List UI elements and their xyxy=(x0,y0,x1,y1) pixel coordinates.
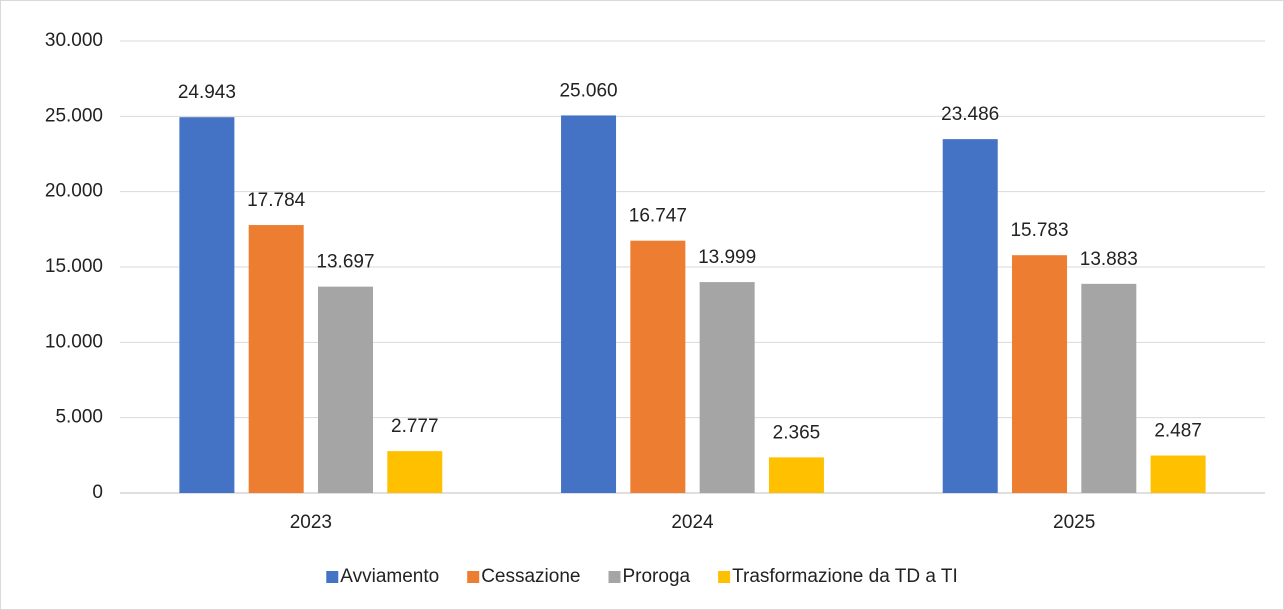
y-tick-label: 10.000 xyxy=(45,331,103,352)
x-tick-label: 2025 xyxy=(1053,512,1095,533)
value-label: 2.487 xyxy=(1154,421,1202,442)
value-label: 13.999 xyxy=(698,247,756,268)
value-label: 24.943 xyxy=(178,82,236,103)
y-tick-label: 30.000 xyxy=(45,30,103,51)
value-label: 15.783 xyxy=(1010,220,1068,241)
bar xyxy=(248,225,304,494)
value-label: 13.697 xyxy=(316,252,374,273)
legend-label: Cessazione xyxy=(481,566,580,587)
bar xyxy=(387,451,443,493)
value-label: 2.365 xyxy=(773,422,821,443)
legend-swatch xyxy=(326,571,339,583)
legend-swatch xyxy=(608,571,621,583)
legend-label: Proroga xyxy=(622,566,690,587)
value-label: 13.883 xyxy=(1080,249,1138,270)
bar xyxy=(699,282,755,493)
y-tick-label: 0 xyxy=(92,482,103,503)
bar xyxy=(630,240,686,493)
bar xyxy=(942,139,998,493)
y-tick-label: 15.000 xyxy=(45,256,103,277)
y-tick-label: 5.000 xyxy=(55,407,103,428)
legend-label: Trasformazione da TD a TI xyxy=(732,566,958,587)
bar xyxy=(317,286,373,493)
bar xyxy=(1081,283,1137,493)
bar xyxy=(561,115,617,494)
legend-label: Avviamento xyxy=(340,566,439,587)
y-tick-label: 20.000 xyxy=(45,181,103,202)
value-label: 17.784 xyxy=(247,190,306,211)
y-tick-label: 25.000 xyxy=(45,105,103,126)
legend-swatch xyxy=(718,571,731,583)
value-label: 25.060 xyxy=(559,80,617,101)
legend-swatch xyxy=(467,571,480,583)
value-label: 23.486 xyxy=(941,104,999,125)
bar xyxy=(1012,255,1068,493)
value-label: 16.747 xyxy=(629,206,687,227)
bar xyxy=(179,117,235,493)
x-tick-label: 2023 xyxy=(290,512,332,533)
bar xyxy=(768,457,824,493)
x-tick-label: 2024 xyxy=(671,512,714,533)
value-label: 2.777 xyxy=(391,416,439,437)
bar xyxy=(1150,455,1206,493)
